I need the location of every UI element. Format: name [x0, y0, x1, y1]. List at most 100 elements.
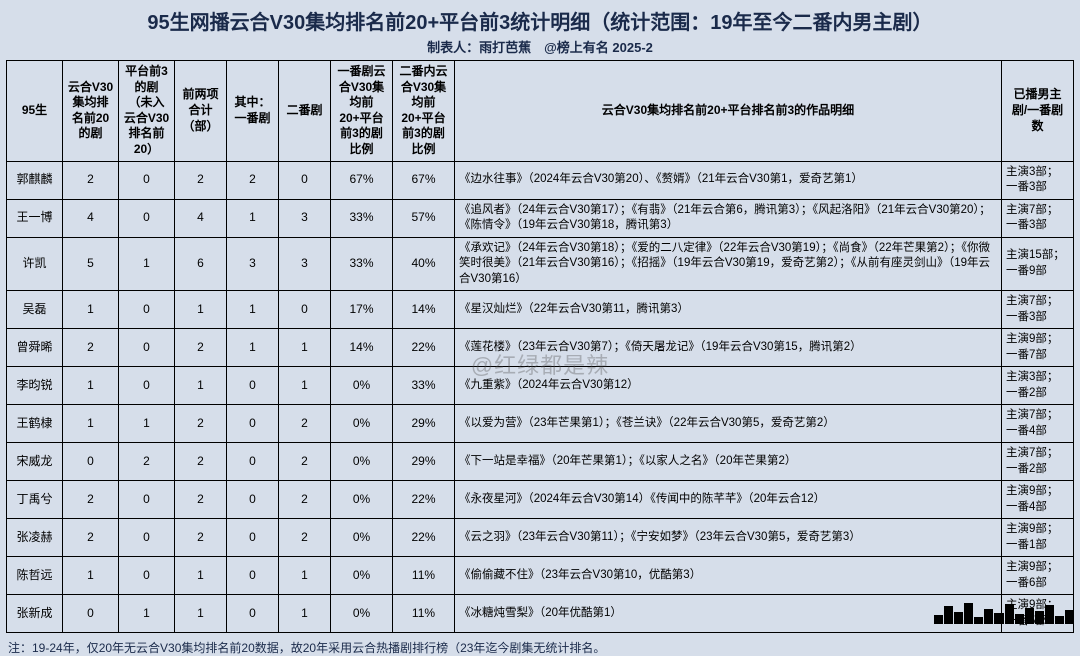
cell-num: 0: [119, 519, 175, 557]
table-row: 王鹤棣112020%29%《以爱为营》（23年芒果第1）；《苍兰诀》（22年云合…: [7, 405, 1074, 443]
cell-num: 0: [227, 595, 279, 633]
cell-num: 0: [227, 519, 279, 557]
cell-num: 0: [119, 291, 175, 329]
cell-num: 1: [63, 405, 119, 443]
cell-num: 4: [63, 199, 119, 237]
cell-pct: 22%: [393, 481, 455, 519]
cell-last: 主演3部；一番2部: [1002, 367, 1074, 405]
cell-num: 6: [175, 237, 227, 291]
cell-num: 1: [279, 557, 331, 595]
cell-detail: 《边水往事》（2024年云合V30第20）、《赘婿》（21年云合V30第1，爱奇…: [455, 161, 1002, 199]
col-header: 一番剧云合V30集均前20+平台前3的剧比例: [331, 61, 393, 162]
col-header: 平台前3的剧（未入云合V30排名前20）: [119, 61, 175, 162]
cell-name: 李昀锐: [7, 367, 63, 405]
cell-name: 郭麒麟: [7, 161, 63, 199]
cell-num: 1: [227, 291, 279, 329]
table-row: 郭麒麟2022067%67%《边水往事》（2024年云合V30第20）、《赘婿》…: [7, 161, 1074, 199]
cell-name: 曾舜晞: [7, 329, 63, 367]
cell-detail: 《承欢记》（24年云合V30第18）；《爱的二八定律》（22年云合V30第19）…: [455, 237, 1002, 291]
cell-pct: 33%: [331, 199, 393, 237]
col-header: 云合V30集均排名前20的剧: [63, 61, 119, 162]
cell-num: 0: [227, 557, 279, 595]
cell-pct: 0%: [331, 595, 393, 633]
table-row: 吴磊1011017%14%《星汉灿烂》（22年云合V30第11，腾讯第3）主演7…: [7, 291, 1074, 329]
cell-num: 2: [63, 519, 119, 557]
cell-pct: 40%: [393, 237, 455, 291]
cell-name: 陈哲远: [7, 557, 63, 595]
table-row: 丁禹兮202020%22%《永夜星河》（2024年云合V30第14）《传闻中的陈…: [7, 481, 1074, 519]
cell-num: 2: [175, 519, 227, 557]
cell-num: 1: [279, 367, 331, 405]
cell-detail: 《下一站是幸福》（20年芒果第1）；《以家人之名》（20年芒果第2）: [455, 443, 1002, 481]
cell-name: 张新成: [7, 595, 63, 633]
cell-pct: 29%: [393, 405, 455, 443]
cell-pct: 33%: [393, 367, 455, 405]
table-row: 李昀锐101010%33%《九重紫》（2024年云合V30第12）主演3部；一番…: [7, 367, 1074, 405]
cell-pct: 67%: [331, 161, 393, 199]
cell-num: 1: [63, 367, 119, 405]
cell-name: 丁禹兮: [7, 481, 63, 519]
cell-num: 0: [227, 367, 279, 405]
cell-num: 1: [63, 557, 119, 595]
cell-last: 主演9部；一番7部: [1002, 329, 1074, 367]
cell-pct: 0%: [331, 443, 393, 481]
cell-num: 3: [279, 199, 331, 237]
cell-num: 0: [279, 161, 331, 199]
table-header-row: 95生 云合V30集均排名前20的剧 平台前3的剧（未入云合V30排名前20） …: [7, 61, 1074, 162]
cell-num: 2: [119, 443, 175, 481]
col-header: 二番内云合V30集均前20+平台前3的剧比例: [393, 61, 455, 162]
cell-name: 王鹤棣: [7, 405, 63, 443]
cell-num: 1: [119, 237, 175, 291]
cell-name: 张凌赫: [7, 519, 63, 557]
cell-num: 3: [227, 237, 279, 291]
col-header: 前两项合计（部）: [175, 61, 227, 162]
cell-num: 1: [175, 595, 227, 633]
cell-num: 4: [175, 199, 227, 237]
cell-num: 2: [279, 405, 331, 443]
cell-pct: 0%: [331, 557, 393, 595]
cell-num: 1: [279, 329, 331, 367]
cell-detail: 《莲花楼》（23年云合V30第7）；《倚天屠龙记》（19年云合V30第15，腾讯…: [455, 329, 1002, 367]
cell-num: 1: [227, 329, 279, 367]
cell-num: 0: [63, 443, 119, 481]
col-header: 其中：一番剧: [227, 61, 279, 162]
cell-last: 主演3部；一番3部: [1002, 161, 1074, 199]
cell-num: 0: [119, 329, 175, 367]
stats-table: 95生 云合V30集均排名前20的剧 平台前3的剧（未入云合V30排名前20） …: [6, 60, 1074, 633]
cell-num: 2: [63, 161, 119, 199]
cell-num: 0: [227, 481, 279, 519]
cell-num: 0: [119, 557, 175, 595]
cell-last: 主演7部；一番4部: [1002, 405, 1074, 443]
cell-pct: 14%: [331, 329, 393, 367]
cell-num: 0: [279, 291, 331, 329]
cell-num: 1: [175, 557, 227, 595]
cell-last: 主演9部；一番1部: [1002, 519, 1074, 557]
cell-last: 主演9部；一番4部: [1002, 481, 1074, 519]
cell-detail: 《追风者》（24年云合V30第17）；《有翡》（21年云合第6，腾讯第3）；《风…: [455, 199, 1002, 237]
cell-name: 吴磊: [7, 291, 63, 329]
cell-pct: 22%: [393, 329, 455, 367]
cell-num: 1: [175, 291, 227, 329]
cell-num: 1: [279, 595, 331, 633]
cell-num: 2: [227, 161, 279, 199]
cell-pct: 0%: [331, 405, 393, 443]
cell-num: 1: [119, 405, 175, 443]
cell-last: 主演9部；一番6部: [1002, 557, 1074, 595]
table-row: 张新成011010%11%《冰糖炖雪梨》（20年优酷第1）主演9部；一番5部: [7, 595, 1074, 633]
cell-name: 许凯: [7, 237, 63, 291]
table-row: 张凌赫202020%22%《云之羽》（23年云合V30第11）；《宁安如梦》（2…: [7, 519, 1074, 557]
footnote: 注：19-24年，仅20年无云合V30集均排名前20数据，故20年采用云合热播剧…: [0, 633, 1080, 656]
cell-last: 主演15部；一番9部: [1002, 237, 1074, 291]
cell-num: 2: [279, 519, 331, 557]
cell-last: 主演7部；一番3部: [1002, 199, 1074, 237]
table-row: 宋威龙022020%29%《下一站是幸福》（20年芒果第1）；《以家人之名》（2…: [7, 443, 1074, 481]
cell-num: 0: [119, 161, 175, 199]
cell-num: 2: [63, 481, 119, 519]
table-row: 许凯5163333%40%《承欢记》（24年云合V30第18）；《爱的二八定律》…: [7, 237, 1074, 291]
cell-detail: 《冰糖炖雪梨》（20年优酷第1）: [455, 595, 1002, 633]
col-header: 二番剧: [279, 61, 331, 162]
col-header: 95生: [7, 61, 63, 162]
cell-num: 0: [119, 199, 175, 237]
cell-detail: 《九重紫》（2024年云合V30第12）: [455, 367, 1002, 405]
page-subtitle: 制表人：雨打芭蕉 @榜上有名 2025-2: [0, 37, 1080, 60]
